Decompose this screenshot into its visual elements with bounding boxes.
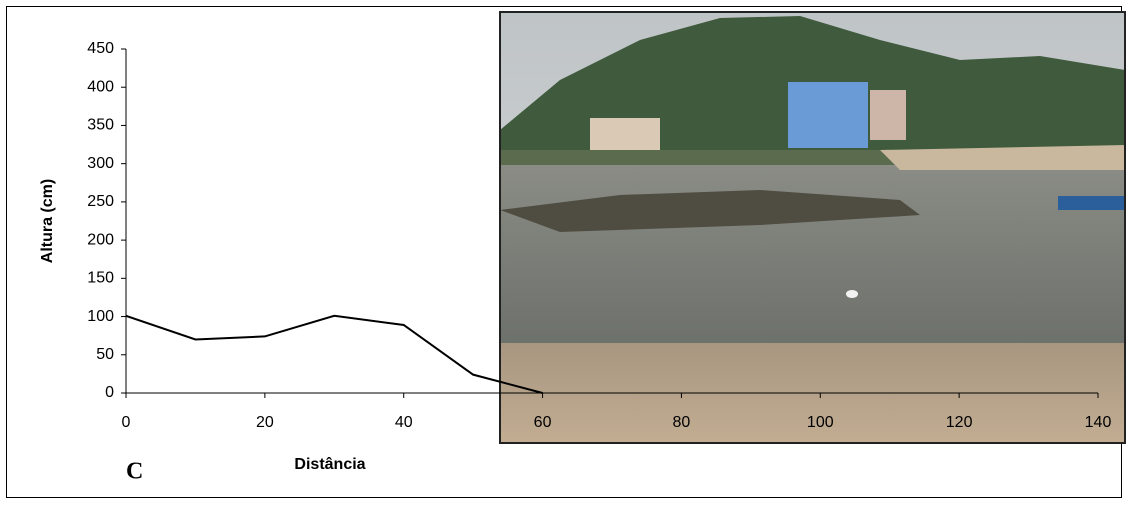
y-tick-label: 0: [105, 384, 114, 401]
data-line: [125, 314, 543, 394]
y-tick-label: 200: [87, 231, 114, 248]
y-tick-label: 150: [87, 270, 114, 287]
y-tick-label: 450: [87, 40, 114, 57]
y-axis-label: Altura (cm): [39, 179, 56, 263]
x-tick-label: 60: [534, 414, 552, 431]
panel-label: C: [126, 459, 143, 485]
y-tick-label: 250: [87, 193, 114, 210]
y-tick-label: 350: [87, 117, 114, 134]
x-tick-label: 0: [122, 414, 131, 431]
x-tick-label: 140: [1085, 414, 1112, 431]
x-tick-label: 80: [673, 414, 691, 431]
y-tick-label: 300: [87, 155, 114, 172]
x-axis-label: Distância: [294, 456, 365, 473]
y-tick-label: 400: [87, 78, 114, 95]
x-tick-label: 40: [395, 414, 413, 431]
x-tick-label: 120: [946, 414, 973, 431]
x-tick-label: 100: [807, 414, 834, 431]
y-tick-label: 100: [87, 308, 114, 325]
photo: [499, 11, 1126, 444]
y-tick-label: 50: [96, 346, 114, 363]
x-tick-label: 20: [256, 414, 274, 431]
